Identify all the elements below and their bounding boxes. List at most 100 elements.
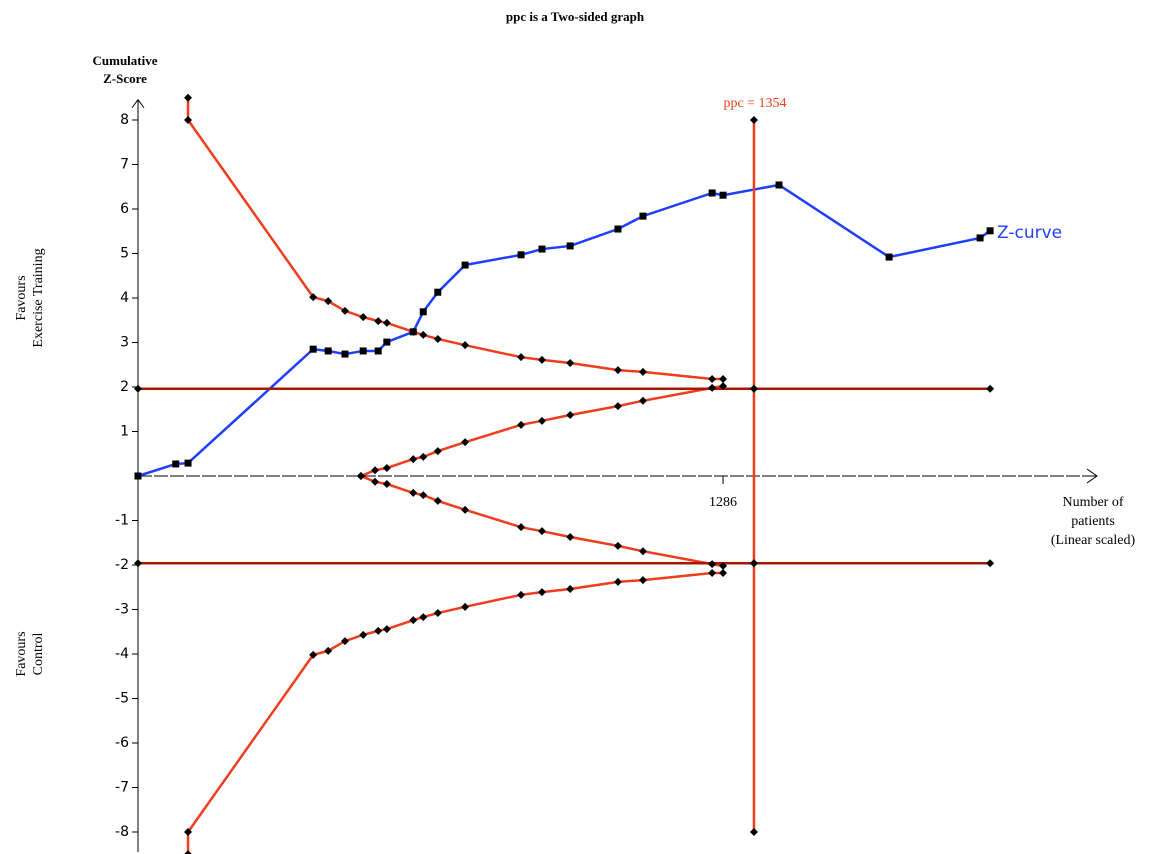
marker <box>537 416 546 425</box>
y-tick-label: -3 <box>115 602 129 618</box>
series-line <box>186 97 724 381</box>
label-line: Control <box>31 633 46 676</box>
marker <box>986 559 995 568</box>
marker <box>517 353 526 362</box>
label-line: patients <box>1071 514 1115 529</box>
series-line <box>360 384 724 478</box>
marker <box>184 828 193 836</box>
y-upper-label: Favours Exercise Training <box>14 248 46 347</box>
marker <box>461 602 470 611</box>
marker <box>719 382 728 391</box>
y-arrow <box>131 98 145 109</box>
y-tick-label: -2 <box>115 557 129 573</box>
marker <box>719 569 728 578</box>
marker <box>638 396 647 405</box>
marker <box>719 374 728 383</box>
marker <box>708 560 717 569</box>
marker <box>538 245 546 253</box>
marker <box>433 609 442 618</box>
marker <box>419 491 428 500</box>
y-tick-label: 4 <box>120 290 129 306</box>
marker <box>409 616 418 625</box>
marker <box>409 488 418 497</box>
y-tick-label: 6 <box>120 201 129 217</box>
ppc-label: ppc = 1354 <box>723 96 786 111</box>
marker <box>359 347 367 355</box>
y-lower-label: Favours Control <box>14 631 46 676</box>
label-line: Z-Score <box>103 71 147 86</box>
label-line: (Linear scaled) <box>1051 533 1136 548</box>
marker <box>986 227 994 235</box>
x-axis-label: Number of patients (Linear scaled) <box>1051 495 1136 548</box>
y-tick-label: -5 <box>115 691 129 707</box>
marker <box>419 452 428 461</box>
marker <box>184 93 193 102</box>
marker <box>986 384 995 393</box>
marker <box>324 347 332 355</box>
marker <box>184 459 192 467</box>
marker <box>134 559 142 568</box>
marker <box>708 189 716 197</box>
marker <box>419 308 427 316</box>
marker <box>433 334 442 343</box>
marker <box>566 242 574 250</box>
marker <box>383 338 391 346</box>
y-tick-label: -6 <box>115 735 129 751</box>
marker <box>309 650 318 659</box>
y-tick-label: 5 <box>120 246 129 262</box>
marker <box>359 630 368 639</box>
marker <box>374 317 383 326</box>
marker <box>461 438 470 447</box>
label-line: Favours <box>14 275 29 320</box>
marker <box>409 327 418 336</box>
marker <box>359 313 368 322</box>
marker <box>639 212 647 220</box>
marker <box>184 850 192 854</box>
marker <box>409 455 418 464</box>
marker <box>371 466 380 475</box>
marker <box>324 297 333 306</box>
marker <box>708 383 717 392</box>
marker <box>566 411 575 420</box>
marker <box>309 293 318 302</box>
marker <box>517 420 526 429</box>
marker <box>374 347 382 355</box>
marker <box>537 355 546 364</box>
marker <box>461 261 469 269</box>
marker <box>976 234 984 242</box>
marker <box>517 590 526 599</box>
marker <box>719 561 728 570</box>
marker <box>324 646 333 655</box>
y-tick-label: 7 <box>120 157 129 173</box>
marker <box>749 116 758 124</box>
marker <box>749 559 758 568</box>
marker <box>566 358 575 367</box>
marker <box>537 527 546 536</box>
marker <box>371 477 380 486</box>
marker <box>719 191 727 199</box>
marker <box>434 288 442 296</box>
y-tick-label: 8 <box>120 112 129 128</box>
marker <box>382 318 391 327</box>
marker <box>340 306 349 315</box>
marker <box>613 541 622 550</box>
chart-title: ppc is a Two-sided graph <box>506 9 645 24</box>
marker <box>613 366 622 375</box>
marker <box>638 547 647 556</box>
marker <box>749 384 758 393</box>
marker <box>775 181 783 189</box>
marker <box>517 251 525 259</box>
y-tick-label: 1 <box>120 424 129 440</box>
label-line: Exercise Training <box>31 248 46 347</box>
marker <box>382 480 391 489</box>
y-tick-label: -1 <box>115 513 129 529</box>
y-tick-label: -4 <box>115 646 129 662</box>
marker <box>885 253 893 261</box>
marker <box>382 625 391 634</box>
marker <box>638 576 647 585</box>
marker <box>708 374 717 383</box>
marker <box>537 588 546 597</box>
marker <box>184 116 193 124</box>
marker <box>461 505 470 514</box>
